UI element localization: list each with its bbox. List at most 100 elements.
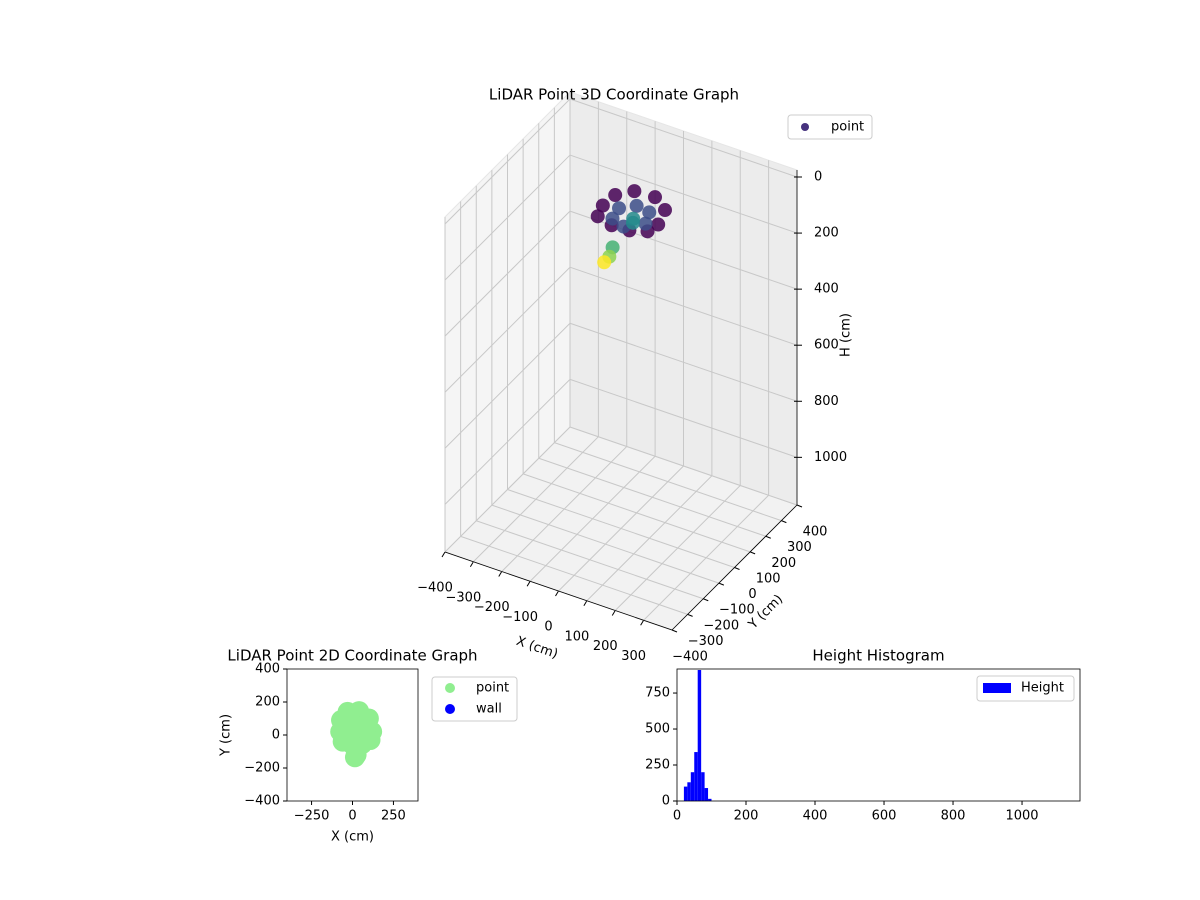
y-axis-label: Y (cm) (219, 714, 234, 757)
y-tick-label: −200 (244, 761, 280, 776)
legend-box (431, 676, 518, 722)
x-tick-label: −400 (417, 581, 453, 596)
x-tick-label: 250 (381, 809, 406, 824)
y-tick (781, 520, 787, 524)
x-tick-label: 0 (348, 809, 356, 824)
legend-label: point (476, 681, 509, 696)
chart-title: Height Histogram (812, 647, 944, 665)
grid-line (554, 442, 782, 522)
grid-line (444, 266, 571, 393)
legend-marker (983, 683, 1011, 693)
point (642, 205, 657, 220)
x-tick-label: 0 (673, 809, 681, 824)
point (608, 188, 623, 203)
legend-label: wall (476, 702, 502, 717)
point (612, 201, 627, 216)
x-tick-label: 200 (593, 639, 618, 654)
z-tick-label: 0 (814, 170, 822, 185)
y-tick-label: 0 (662, 794, 670, 809)
x-tick-label: −250 (294, 809, 330, 824)
grid-line (460, 535, 688, 615)
bar (683, 786, 688, 801)
x-axis-label: X (cm) (331, 830, 374, 845)
x-tick-label: 300 (621, 649, 646, 664)
point (597, 255, 612, 270)
x-tick-label: 400 (803, 809, 828, 824)
legend-box (787, 114, 873, 140)
y-tick-label: 100 (756, 571, 781, 586)
x-tick (611, 610, 616, 616)
z-axis-label: H (cm) (839, 313, 854, 357)
x-tick (441, 551, 446, 558)
y-tick-label: 400 (255, 662, 280, 677)
legend-box (976, 675, 1075, 702)
y-tick (734, 567, 740, 570)
z-tick-label: 600 (814, 338, 839, 353)
grid-line (569, 154, 798, 234)
point (638, 216, 653, 231)
x-tick-label: 0 (544, 620, 552, 635)
y-tick-label: 200 (255, 695, 280, 710)
point (651, 217, 666, 232)
bar (694, 752, 698, 801)
grid-line (569, 98, 798, 178)
point (344, 747, 365, 768)
point (595, 198, 610, 213)
y-tick (718, 582, 725, 586)
grid-line (507, 489, 735, 568)
y-tick (687, 613, 693, 617)
x-tick-label: 100 (564, 629, 589, 644)
y-tick-label: −400 (244, 794, 280, 809)
x-tick (555, 590, 559, 597)
y-tick-label: 400 (803, 525, 828, 540)
x-tick (640, 619, 645, 626)
x-tick (583, 600, 588, 607)
point (658, 203, 672, 218)
grid-line (569, 378, 798, 458)
grid-line (444, 378, 571, 505)
legend-marker (801, 123, 809, 131)
axes-frame (676, 668, 1081, 802)
x-axis-line (444, 551, 673, 631)
x-tick (469, 561, 474, 568)
point (626, 211, 641, 226)
point (605, 211, 620, 226)
z-tick-label: 400 (814, 282, 839, 297)
bar (701, 772, 705, 801)
x-tick (498, 571, 503, 577)
x-tick-label: −300 (446, 590, 482, 605)
bar (690, 772, 695, 801)
x-tick-label: 600 (872, 809, 897, 824)
y-tick (671, 629, 678, 633)
point (590, 209, 605, 224)
bar (687, 782, 691, 801)
grid-line (569, 266, 798, 346)
y-tick-label: 750 (645, 686, 670, 701)
y-tick (765, 535, 771, 539)
legend-marker (445, 704, 455, 714)
point (627, 184, 642, 199)
grid-line (444, 322, 571, 449)
y-tick-label: −200 (703, 618, 739, 633)
y-axis-line (671, 504, 798, 631)
bar (704, 788, 709, 801)
y-tick-label: 250 (645, 758, 670, 773)
z-tick-label: 200 (814, 226, 839, 241)
x-tick-label: −200 (474, 600, 510, 615)
legend-label: point (831, 120, 864, 135)
legend-label: Height (1021, 681, 1064, 696)
z-tick-label: 1000 (814, 450, 847, 465)
grid-line (444, 154, 571, 281)
grid-line (569, 322, 798, 402)
bar (708, 798, 712, 801)
point (648, 190, 663, 205)
y-tick-label: −400 (672, 650, 708, 665)
point (629, 198, 644, 213)
y-tick-label: 300 (787, 540, 812, 555)
y-tick (796, 504, 803, 508)
point (344, 715, 365, 736)
grid-line (444, 210, 571, 337)
grid-line (569, 426, 798, 506)
y-tick-label: 500 (645, 722, 670, 737)
